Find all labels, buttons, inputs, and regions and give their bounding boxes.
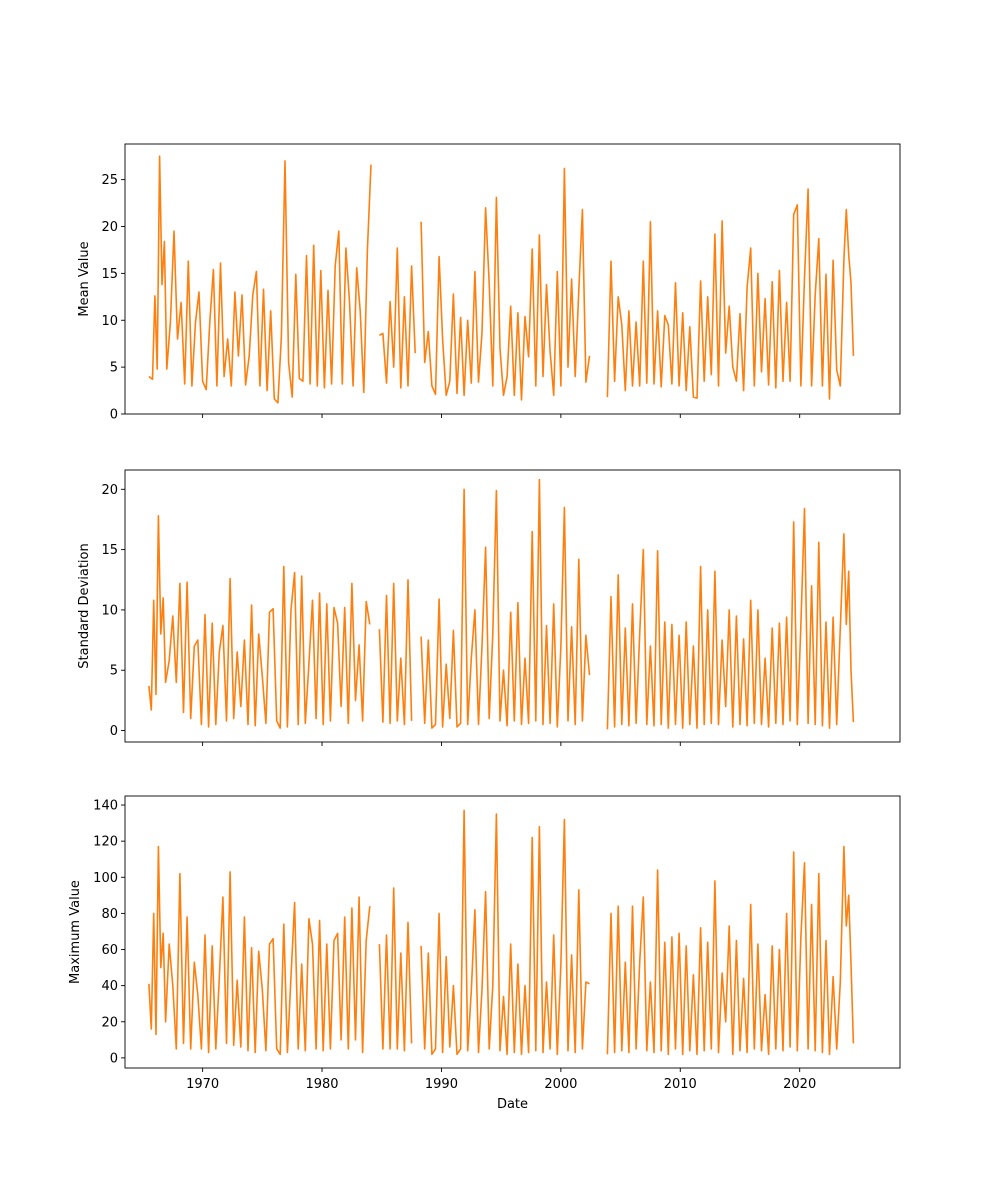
series-segment <box>379 247 416 389</box>
x-tick-label: 2020 <box>783 1077 816 1092</box>
chart-panel-3: 0 20 40 60 80 100 120 140 1970 1980 1990 2000 2010 20… <box>68 795 901 1112</box>
x-tick-label: 1990 <box>425 1077 458 1092</box>
y-tick-label: 10 <box>101 314 118 329</box>
y-tick-label: 5 <box>110 664 118 679</box>
series-segment <box>378 579 413 726</box>
chart-panel-2: 0 5 10 15 20 Standard Deviation <box>77 469 901 746</box>
series-segment <box>420 809 590 1056</box>
series-segment <box>148 155 372 404</box>
series-line <box>148 809 855 1056</box>
y-tick-label: 140 <box>93 799 118 814</box>
series-segment <box>606 507 855 730</box>
series-segment <box>606 188 855 400</box>
y-tick-label: 10 <box>101 603 118 618</box>
y-tick-label: 100 <box>93 871 118 886</box>
y-tick-label: 0 <box>110 1051 118 1066</box>
y-tick-label: 0 <box>110 724 118 739</box>
chart-panel-1: 0 5 10 15 20 25 Mean Value <box>77 143 901 423</box>
x-tick-label: 1980 <box>305 1077 338 1092</box>
y-tick-label: 60 <box>101 943 118 958</box>
y-axis-title: Maximum Value <box>68 880 83 984</box>
y-tick-label: 15 <box>101 267 118 282</box>
y-tick-label: 20 <box>101 220 118 235</box>
y-tick-label: 80 <box>101 907 118 922</box>
series-segment <box>420 478 591 729</box>
y-tick-label: 120 <box>93 835 118 850</box>
y-tick-label: 5 <box>110 361 118 376</box>
series-line <box>148 155 855 404</box>
y-tick-label: 15 <box>101 543 118 558</box>
y-tick-label: 20 <box>101 483 118 498</box>
x-tick-label: 2000 <box>544 1077 577 1092</box>
series-segment <box>420 167 591 401</box>
y-axis-title: Mean Value <box>77 241 92 316</box>
axes-frame <box>124 469 901 743</box>
x-tick-label: 1970 <box>186 1077 219 1092</box>
y-tick-label: 20 <box>101 1015 118 1030</box>
series-segment <box>378 887 413 1052</box>
series-segment <box>148 845 371 1056</box>
x-axis-title: Date <box>497 1097 528 1112</box>
axes-frame <box>124 143 901 415</box>
series-segment <box>148 515 371 729</box>
y-tick-label: 25 <box>101 173 118 188</box>
y-tick-label: 0 <box>110 408 118 423</box>
x-tick-label: 2010 <box>664 1077 697 1092</box>
y-axis-title: Standard Deviation <box>77 543 92 668</box>
y-tick-label: 40 <box>101 979 118 994</box>
axes-frame <box>124 795 901 1069</box>
series-segment <box>606 845 855 1056</box>
series-line <box>148 478 855 730</box>
